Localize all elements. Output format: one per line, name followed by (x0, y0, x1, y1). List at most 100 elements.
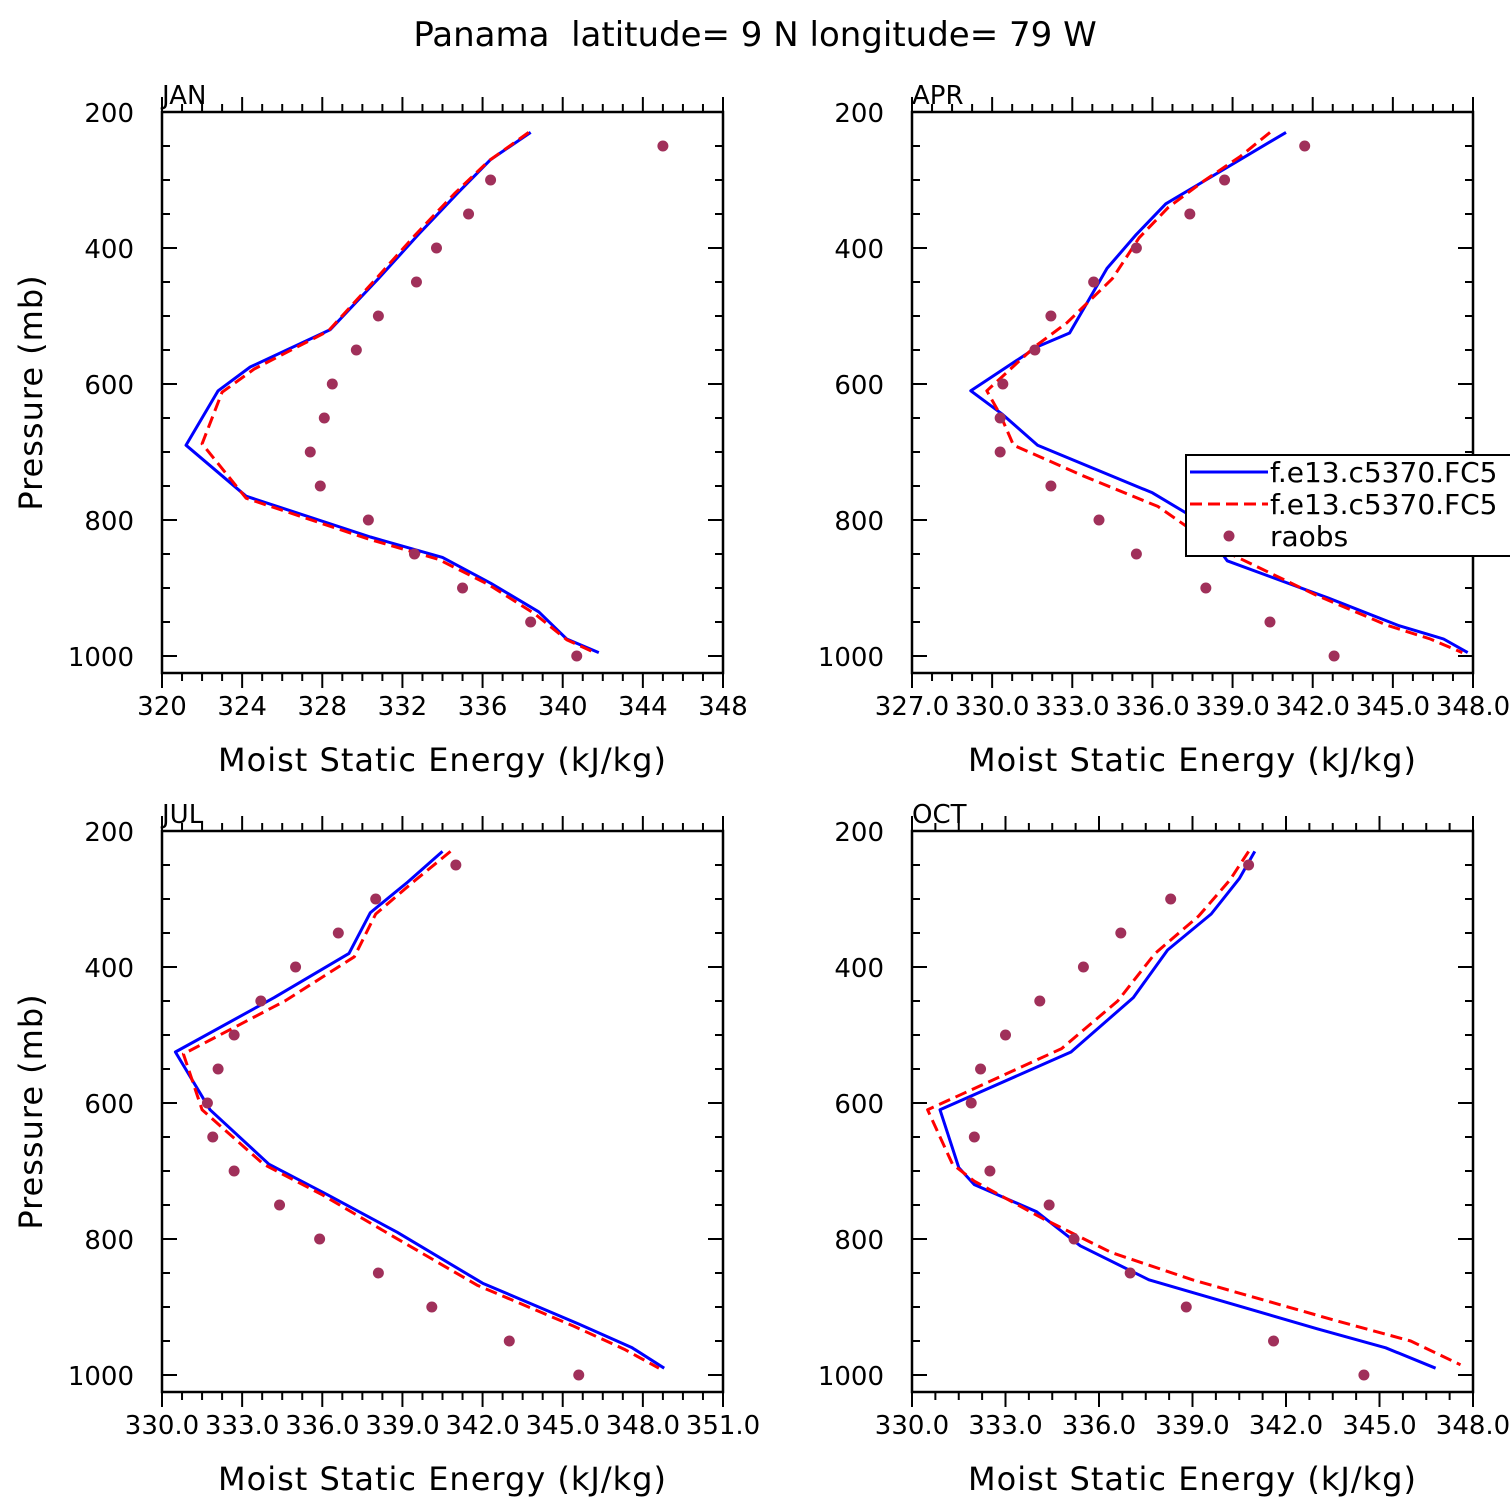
y-axis-label: Pressure (mb) (12, 274, 50, 510)
raobs-point (350, 344, 362, 356)
x-tick-label: 327.0 (875, 692, 949, 722)
raobs-point (1328, 650, 1340, 662)
raobs-point (1000, 1029, 1011, 1041)
raobs-point (463, 208, 475, 220)
y-tick-label: 600 (84, 1090, 134, 1120)
raobs-point (1077, 961, 1089, 973)
raobs-point (965, 1097, 977, 1109)
raobs-point (326, 378, 338, 390)
raobs-point (994, 412, 1006, 424)
x-tick-label: 336 (458, 692, 508, 722)
raobs-point (573, 1369, 585, 1381)
raobs-point (332, 927, 344, 939)
raobs-point (1268, 1335, 1280, 1347)
x-tick-label: 342.0 (445, 1411, 519, 1441)
y-tick-label: 200 (84, 818, 134, 848)
raobs-point (1130, 548, 1142, 560)
raobs-point (485, 174, 497, 186)
raobs-point (1124, 1267, 1136, 1279)
y-tick-label: 200 (834, 99, 884, 129)
x-axis-label: Moist Static Energy (kJ/kg) (218, 741, 667, 779)
series-line-dashed (181, 850, 660, 1370)
x-tick-label: 332 (378, 692, 428, 722)
raobs-point (975, 1063, 987, 1075)
legend-label: f.e13.c5370.FC5 (1270, 456, 1498, 489)
raobs-point (274, 1199, 286, 1211)
x-axis-label: Moist Static Energy (kJ/kg) (968, 1460, 1417, 1498)
x-axis-label: Moist Static Energy (kJ/kg) (968, 741, 1417, 779)
x-tick-label: 336.0 (1062, 1411, 1136, 1441)
x-tick-label: 348.0 (1436, 692, 1510, 722)
x-tick-label: 320 (137, 692, 187, 722)
x-tick-label: 345.0 (1342, 1411, 1416, 1441)
x-tick-label: 333.0 (205, 1411, 279, 1441)
x-tick-label: 324 (217, 692, 267, 722)
y-tick-label: 400 (834, 954, 884, 984)
raobs-point (1180, 1301, 1192, 1313)
raobs-point (1358, 1369, 1370, 1381)
raobs-point (1243, 859, 1255, 871)
raobs-point (304, 446, 316, 458)
x-tick-label: 330.0 (125, 1411, 199, 1441)
x-tick-label: 344 (618, 692, 668, 722)
y-axis-label: Pressure (mb) (12, 993, 50, 1229)
y-tick-label: 600 (84, 371, 134, 401)
raobs-point (201, 1097, 213, 1109)
raobs-point (1200, 582, 1212, 594)
x-tick-label: 348.0 (606, 1411, 680, 1441)
y-tick-label: 800 (84, 1226, 134, 1256)
x-tick-label: 342.0 (1275, 692, 1349, 722)
x-tick-label: 348.0 (1436, 1411, 1510, 1441)
raobs-point (1130, 242, 1142, 254)
raobs-point (968, 1131, 980, 1143)
raobs-point (571, 650, 583, 662)
raobs-point (997, 378, 1009, 390)
series-line-solid (938, 850, 1437, 1370)
y-tick-label: 600 (834, 371, 884, 401)
raobs-point (1034, 995, 1046, 1007)
raobs-point (372, 310, 384, 322)
x-tick-label: 348 (698, 692, 748, 722)
y-tick-label: 400 (84, 954, 134, 984)
raobs-point (370, 893, 382, 905)
legend-label: f.e13.c5370.FC5 (1270, 488, 1498, 521)
series-line-dashed (200, 131, 596, 654)
x-tick-label: 333.0 (1035, 692, 1109, 722)
raobs-point (318, 412, 330, 424)
raobs-point (1299, 140, 1311, 152)
raobs-point (457, 582, 469, 594)
raobs-point (426, 1301, 438, 1313)
series-line-solid (184, 131, 600, 654)
raobs-point (984, 1165, 996, 1177)
raobs-point (1093, 514, 1105, 526)
y-tick-label: 800 (834, 507, 884, 537)
plot-frame (910, 110, 1475, 675)
raobs-point (410, 276, 422, 288)
x-tick-label: 333.0 (968, 1411, 1042, 1441)
raobs-point (994, 446, 1006, 458)
panel-title: APR (912, 81, 964, 111)
data-layer (173, 850, 666, 1381)
plot-frame (160, 110, 725, 675)
y-tick-label: 200 (834, 818, 884, 848)
plot-frame (160, 829, 725, 1394)
raobs-point (212, 1063, 224, 1075)
x-tick-label: 336.0 (285, 1411, 359, 1441)
raobs-point (430, 242, 442, 254)
raobs-point (207, 1131, 219, 1143)
raobs-point (1043, 1199, 1055, 1211)
x-tick-label: 345.0 (525, 1411, 599, 1441)
raobs-point (1029, 344, 1041, 356)
series-line-dashed (985, 131, 1463, 654)
x-tick-label: 330.0 (955, 692, 1029, 722)
y-tick-label: 1000 (818, 1362, 884, 1392)
series-line-solid (173, 850, 666, 1370)
panel-title: JAN (160, 81, 206, 111)
x-tick-label: 345.0 (1356, 692, 1430, 722)
